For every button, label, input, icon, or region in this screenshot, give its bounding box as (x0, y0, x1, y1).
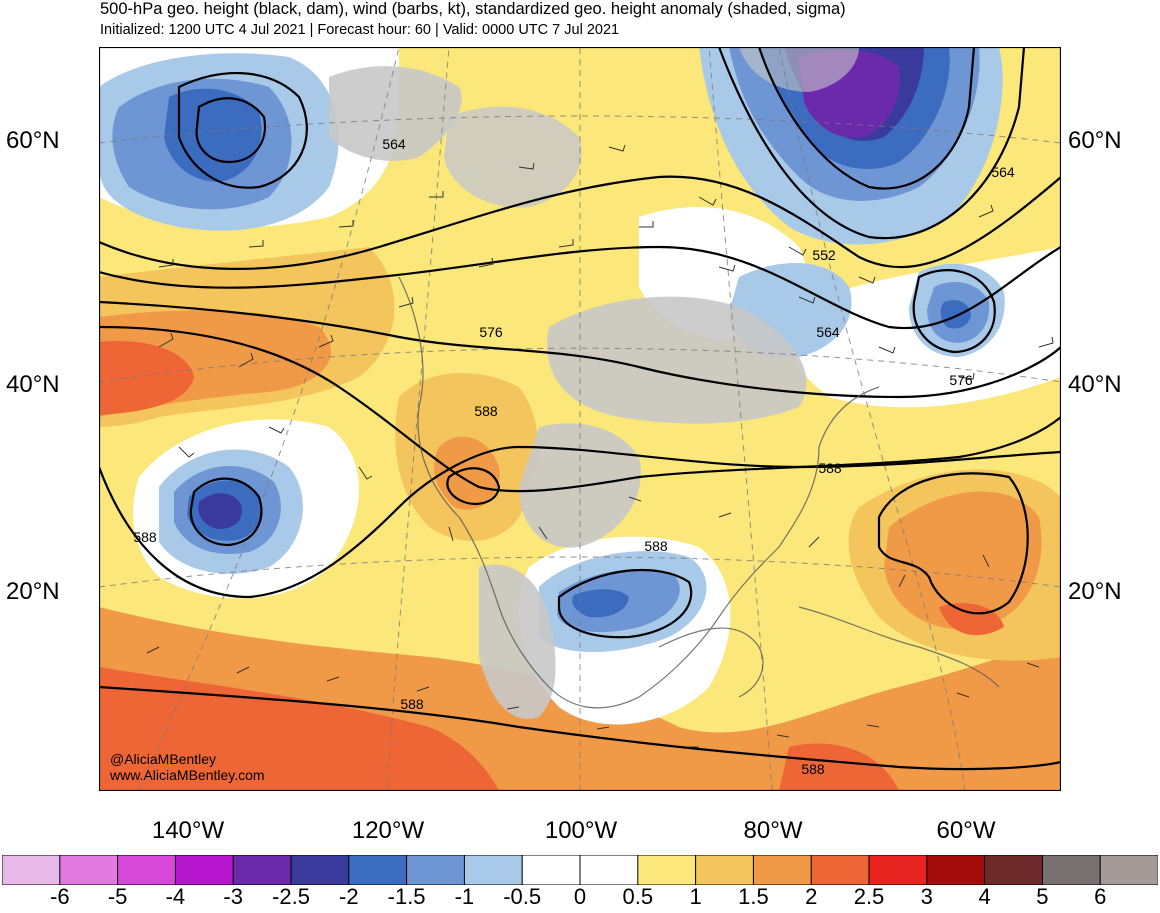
land-mask-arctic (329, 66, 462, 161)
land-mask-canada-central (444, 106, 582, 208)
colorbar-tick-label: 6 (1094, 884, 1107, 909)
lon-label: 60°W (936, 817, 996, 844)
colorbar-swatch (695, 855, 755, 885)
colorbar-swatch (2, 855, 61, 885)
anomaly-gulf-low-core (572, 589, 629, 618)
contour-label: 588 (474, 403, 498, 419)
colorbar-tick-label: 0 (573, 884, 587, 909)
anomaly-atlantic-high-mid (884, 491, 1042, 629)
colorbar-tick-label: -2 (339, 884, 359, 909)
lon-label: 120°W (351, 817, 425, 844)
height-contours (99, 47, 1061, 771)
colorbar-swatch (348, 855, 408, 885)
colorbar-tick-label: 1.5 (738, 884, 769, 909)
map-panel: 564 564 552 564 576 576 588 588 588 588 … (99, 47, 1061, 791)
contour-label: 564 (816, 324, 840, 340)
lat-label-left: 40°N (6, 371, 60, 398)
lon-label: 80°W (743, 817, 803, 844)
lon-label: 100°W (544, 817, 618, 844)
anomaly-tropical-band-strong (99, 667, 499, 791)
lat-label-right: 60°N (1068, 127, 1122, 154)
colorbar-tick-label: -5 (107, 884, 128, 909)
contour-label-group: 564 564 552 564 576 576 588 588 588 588 … (133, 136, 1015, 777)
colorbar-swatch (59, 855, 119, 885)
colorbar-swatch (752, 855, 812, 885)
colorbar-tick-label: 1 (689, 884, 702, 909)
colorbar-tick-label: 5 (1036, 884, 1049, 909)
coastlines (398, 276, 1000, 709)
colorbar-swatch (1099, 855, 1158, 885)
credit-site: www.AliciaMBentley.com (109, 767, 265, 783)
colorbar-tick-label: 0.5 (622, 884, 654, 909)
contour-label: 564 (991, 164, 1015, 180)
lat-label-right: 20°N (1068, 578, 1122, 605)
colorbar-swatch (926, 855, 986, 885)
colorbar-tick-label: 2 (805, 884, 818, 909)
colorbar-swatch (117, 855, 177, 885)
colorbar-tick-label: -3 (223, 884, 243, 909)
anomaly-atlantic-high-core (939, 603, 1004, 636)
contour-label: 588 (400, 696, 424, 712)
land-mask-greenland (739, 47, 859, 92)
anomaly-alaska-low-core (164, 88, 262, 182)
contour-label: 576 (949, 372, 973, 388)
colorbar-tick-label: 3 (920, 884, 933, 909)
contour-label: 564 (382, 136, 406, 152)
colorbar-swatch (1041, 855, 1101, 885)
anomaly-caribbean-strong (779, 743, 899, 791)
colorbar-swatch (521, 855, 581, 885)
credit-handle: @AliciaMBentley (110, 751, 216, 767)
colorbar-tick-label: -6 (50, 884, 70, 909)
colorbar-tick-label: -1.5 (387, 884, 426, 909)
anomaly-atlantic-low-core (940, 300, 971, 329)
map-subtitle: Initialized: 1200 UTC 4 Jul 2021 | Forec… (100, 22, 620, 38)
colorbar (2, 855, 1158, 885)
anomaly-pacific-high-core (99, 341, 194, 415)
contour-label: 588 (133, 529, 157, 545)
colorbar-swatch (810, 855, 870, 885)
contour-label: 588 (818, 460, 842, 476)
contour-label: 552 (812, 247, 836, 263)
wind-barbs (146, 144, 1054, 748)
lat-label-left: 60°N (6, 127, 60, 154)
map-title: 500-hPa geo. height (black, dam), wind (… (100, 0, 846, 18)
colorbar-tick-label: -2.5 (272, 884, 310, 909)
anomaly-pacific-low-core (198, 493, 242, 529)
colorbar-swatch (290, 855, 350, 885)
colorbar-tick-label: 2.5 (853, 884, 885, 909)
colorbar-swatch (579, 855, 639, 885)
colorbar-swatch (463, 855, 523, 885)
contour-label: 588 (644, 538, 668, 554)
lat-label-right: 40°N (1068, 371, 1122, 398)
colorbar-tick-label: -1 (454, 884, 475, 909)
colorbar-swatch (406, 855, 466, 885)
colorbar-swatch (868, 855, 928, 885)
colorbar-swatch (174, 855, 234, 885)
colorbar-tick-label: 4 (978, 884, 991, 909)
contour-label: 588 (801, 761, 825, 777)
contour-label: 576 (479, 324, 503, 340)
colorbar-swatch (637, 855, 697, 885)
colorbar-tick-label: -4 (165, 884, 186, 909)
colorbar-swatch (232, 855, 292, 885)
colorbar-swatch (984, 855, 1044, 885)
lat-label-left: 20°N (6, 578, 60, 605)
land-mask-north-america-east (547, 296, 807, 424)
colorbar-tick-label: -0.5 (503, 884, 542, 909)
lon-label: 140°W (151, 817, 225, 844)
